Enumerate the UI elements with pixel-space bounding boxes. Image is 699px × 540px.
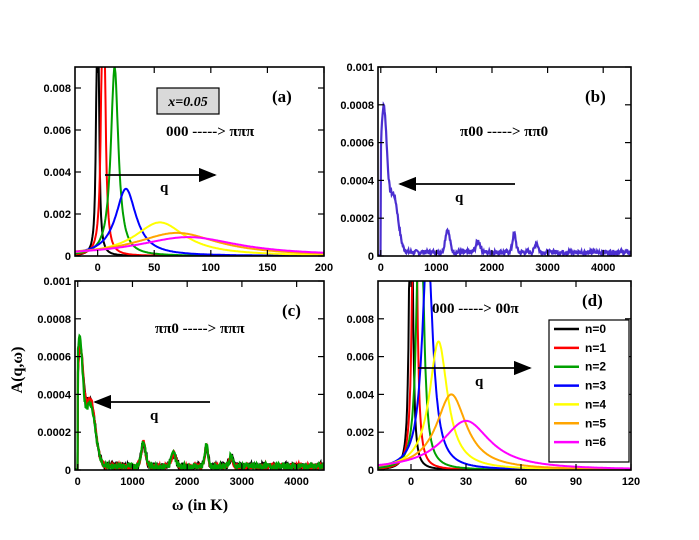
y-tick-label: 0.0006	[340, 138, 374, 150]
y-tick-label: 0.001	[43, 276, 71, 288]
y-tick-label: 0.0008	[340, 100, 374, 112]
chart-panel-2: 0 1000 2000 3000 4000 0 0.0002 0.0004 0.0006 0.00…	[37, 276, 325, 488]
annotation-box-label: x=0.05	[167, 95, 207, 110]
x-tick-label: 1000	[424, 262, 448, 274]
panel-letter: (a)	[272, 87, 292, 106]
y-tick-label: 0	[65, 251, 71, 263]
legend-label: n=4	[585, 397, 606, 411]
series-line-black	[75, 346, 324, 470]
series-line-n6	[75, 236, 324, 254]
legend: n=0 n=1 n=2 n=3 n=4 n=5 n=6	[548, 319, 630, 463]
x-axis-label: ω (in K)	[172, 497, 228, 514]
panel-letter: (b)	[585, 87, 606, 106]
x-tick-label: 60	[515, 476, 527, 488]
path-label: π00 -----> ππ0	[460, 124, 548, 140]
legend-label: n=2	[585, 360, 606, 374]
x-tick-label: 3000	[230, 476, 254, 488]
x-tick-label: 4000	[284, 476, 308, 488]
path-label: 000 -----> πππ	[166, 124, 255, 140]
x-tick-label: 90	[570, 476, 582, 488]
legend-label: n=6	[585, 435, 606, 449]
y-tick-label: 0.0002	[340, 213, 374, 225]
x-tick-label: 4000	[591, 262, 615, 274]
series-line-n6	[378, 419, 631, 470]
legend-box	[548, 319, 630, 463]
y-tick-label: 0	[368, 251, 374, 263]
y-tick-label: 0.0002	[37, 427, 71, 439]
x-tick-label: 1000	[120, 476, 144, 488]
x-tick-label: 150	[258, 262, 276, 274]
y-tick-label: 0.002	[43, 209, 71, 221]
series-line-n4	[75, 221, 324, 256]
y-tick-label: 0.0006	[37, 352, 71, 364]
x-tick-label: 2000	[175, 476, 199, 488]
y-tick-label: 0.008	[43, 83, 71, 95]
x-tick-label: 200	[315, 262, 333, 274]
y-tick-label: 0.006	[43, 125, 71, 137]
chart-panel-0: 0 50 100 150 200 0 0.002 0.004 0.006 0.008 x=0.05 (…	[43, 66, 333, 274]
plot-frame	[377, 280, 632, 471]
x-tick-label: 0	[378, 262, 384, 274]
chart-panel-1: 0 1000 2000 3000 4000 0 0.0002 0.0004 0.0006 0.00…	[340, 62, 632, 274]
y-tick-label: 0.0004	[37, 389, 72, 401]
y-axis-label: A(q,ω)	[9, 347, 26, 394]
plot-frame	[74, 66, 325, 257]
series-line-spectrum	[378, 101, 631, 256]
x-tick-label: 50	[148, 262, 160, 274]
x-tick-label: 120	[622, 476, 640, 488]
legend-label: n=1	[585, 341, 606, 355]
y-tick-label: 0.002	[346, 427, 374, 439]
x-tick-label: 30	[460, 476, 472, 488]
x-tick-label: 0	[75, 476, 81, 488]
y-tick-label: 0.004	[346, 389, 374, 401]
y-tick-label: 0	[368, 465, 374, 477]
q-arrow-label: q	[150, 408, 159, 424]
legend-label: n=0	[585, 322, 606, 336]
chart-panel-3: 0 30 60 90 120 0 0.002 0.004 0.006 0.008 (d) 000 --…	[346, 280, 640, 488]
y-tick-label: 0.0008	[37, 314, 71, 326]
q-arrow-label: q	[455, 190, 464, 206]
x-tick-label: 0	[408, 476, 414, 488]
series-line-n5	[378, 393, 631, 470]
x-tick-label: 3000	[535, 262, 559, 274]
legend-label: n=3	[585, 379, 606, 393]
panel-letter: (c)	[282, 301, 301, 320]
panel-letter: (d)	[582, 291, 603, 310]
y-tick-label: 0.008	[346, 314, 374, 326]
q-arrow-label: q	[475, 374, 484, 390]
x-tick-label: 100	[202, 262, 220, 274]
plot-frame	[74, 280, 325, 471]
path-label: 000 -----> 00π	[432, 301, 520, 317]
plot-frame	[377, 66, 632, 257]
annotation-box	[156, 87, 220, 115]
x-tick-label: 0	[95, 262, 101, 274]
path-label: ππ0 -----> πππ	[155, 321, 245, 337]
series-line-red	[75, 343, 324, 470]
x-tick-label: 2000	[480, 262, 504, 274]
y-tick-label: 0.0004	[340, 175, 375, 187]
y-tick-label: 0	[65, 465, 71, 477]
y-tick-label: 0.004	[43, 167, 71, 179]
series-line-green	[75, 333, 324, 470]
y-tick-label: 0.001	[346, 62, 374, 74]
y-tick-label: 0.006	[346, 352, 374, 364]
q-arrow-label: q	[160, 180, 169, 196]
legend-label: n=5	[585, 416, 606, 430]
